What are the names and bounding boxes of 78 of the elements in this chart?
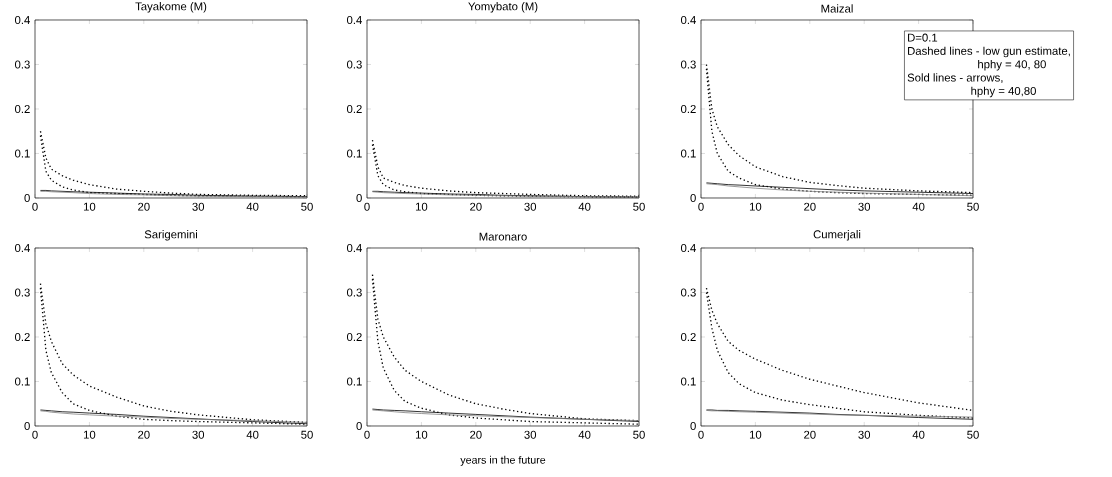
x-tick-label: 20 — [138, 202, 150, 211]
x-tick-label: 20 — [804, 202, 816, 211]
y-tick-label: 0.2 — [346, 332, 362, 341]
y-tick-label: 0 — [24, 193, 30, 202]
x-tick-label: 30 — [192, 430, 205, 439]
chart-title: Maronaro — [479, 232, 527, 241]
x-tick-label: 40 — [912, 430, 925, 439]
x-tick-label: 50 — [301, 202, 313, 211]
y-tick-label: 0.3 — [14, 60, 30, 69]
x-tick-label: 0 — [32, 202, 38, 211]
x-tick-label: 50 — [301, 430, 313, 439]
y-tick-label: 0.1 — [346, 149, 362, 158]
x-tick-label: 10 — [749, 202, 762, 211]
y-tick-label: 0.1 — [680, 149, 696, 158]
y-tick-label: 0 — [356, 421, 362, 430]
y-tick-label: 0.3 — [346, 60, 362, 69]
y-tick-label: 0 — [690, 421, 696, 430]
y-tick-label: 0 — [356, 193, 362, 202]
y-tick-label: 0.4 — [14, 243, 30, 252]
y-tick-label: 0.2 — [680, 104, 696, 113]
y-tick-label: 0 — [24, 421, 30, 430]
chart-title: Cumerjali — [813, 230, 861, 241]
y-tick-label: 0.2 — [680, 332, 696, 341]
x-tick-label: 0 — [698, 202, 704, 211]
x-tick-label: 10 — [415, 202, 428, 211]
y-tick-label: 0.3 — [680, 288, 696, 297]
chart-title: Tayakome (M) — [135, 2, 207, 13]
y-tick-label: 0.3 — [346, 288, 362, 297]
x-tick-label: 0 — [364, 202, 370, 211]
chart-title: Sarigemini — [144, 230, 198, 241]
annotation: Dashed lines - low gun estimate, — [908, 46, 1070, 58]
annotation: D=0.1 — [908, 33, 938, 42]
x-tick-label: 50 — [633, 202, 645, 211]
x-tick-label: 20 — [804, 430, 816, 439]
x-tick-label: 40 — [246, 430, 259, 439]
y-tick-label: 0.1 — [680, 377, 696, 386]
x-tick-label: 10 — [83, 430, 96, 439]
chart-title: Maizal — [821, 4, 853, 13]
y-tick-label: 0.2 — [14, 104, 30, 113]
x-tick-label: 50 — [967, 202, 979, 211]
y-tick-label: 0.4 — [346, 15, 362, 24]
y-tick-label: 0 — [690, 193, 696, 202]
chart-title: Yomybato (M) — [468, 2, 538, 13]
x-tick-label: 20 — [470, 430, 482, 439]
y-tick-label: 0.4 — [680, 243, 696, 252]
x-tick-label: 40 — [912, 202, 925, 211]
x-tick-label: 30 — [524, 202, 537, 211]
x-axis-title: years in the future — [460, 455, 546, 466]
x-tick-label: 30 — [524, 430, 537, 439]
x-tick-label: 30 — [192, 202, 205, 211]
y-tick-label: 0.1 — [14, 377, 30, 386]
y-tick-label: 0.3 — [14, 288, 30, 297]
x-tick-label: 20 — [470, 202, 482, 211]
x-tick-label: 10 — [415, 430, 428, 439]
x-tick-label: 50 — [633, 430, 645, 439]
x-tick-label: 40 — [578, 202, 591, 211]
x-tick-label: 0 — [698, 430, 704, 439]
y-tick-label: 0.4 — [346, 243, 362, 252]
x-tick-label: 50 — [967, 430, 979, 439]
annotation: Sold lines - arrows, — [907, 73, 1003, 83]
x-tick-label: 20 — [138, 430, 150, 439]
y-tick-label: 0.4 — [14, 15, 30, 24]
text: hphy = 40, 80 — [978, 59, 1046, 71]
x-tick-label: 10 — [749, 430, 762, 439]
x-tick-label: 40 — [578, 430, 591, 439]
y-tick-label: 0.3 — [680, 60, 696, 69]
y-tick-label: 0.1 — [14, 149, 30, 158]
x-tick-label: 0 — [32, 430, 38, 439]
y-tick-label: 0.2 — [346, 104, 362, 113]
y-tick-label: 0.1 — [346, 377, 362, 386]
x-tick-label: 0 — [364, 430, 370, 439]
x-tick-label: 30 — [858, 430, 871, 439]
x-tick-label: 10 — [83, 202, 96, 211]
x-tick-label: 40 — [246, 202, 259, 211]
x-tick-label: 30 — [858, 202, 871, 211]
annotation: hphy = 40,80 — [971, 86, 1036, 98]
y-tick-label: 0.2 — [14, 332, 30, 341]
y-tick-label: 0.4 — [680, 15, 696, 24]
